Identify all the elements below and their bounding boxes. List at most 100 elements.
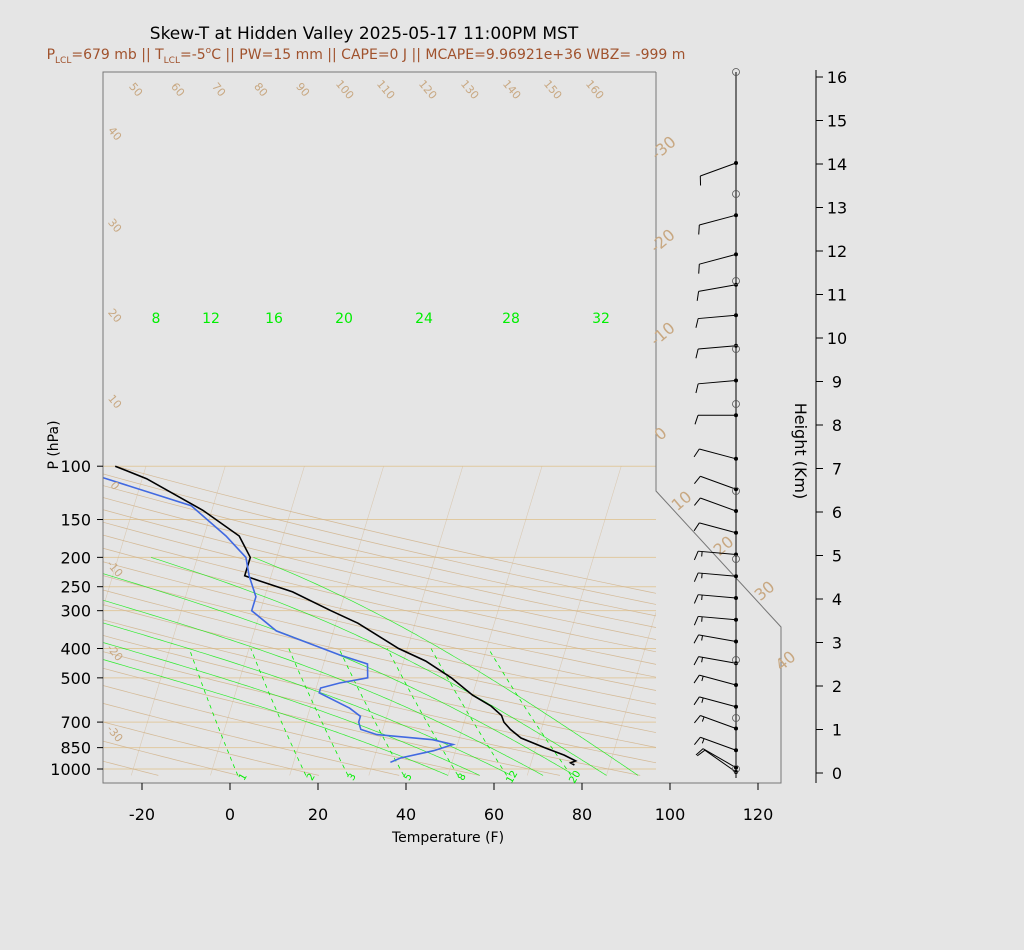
height-tick-label: 6 bbox=[832, 503, 842, 522]
wind-barb bbox=[698, 615, 737, 621]
height-tick-label: 11 bbox=[827, 286, 847, 305]
wind-barb-feather bbox=[701, 635, 704, 641]
wind-barb bbox=[698, 380, 737, 385]
isotherm-line bbox=[447, 466, 543, 776]
moist-adiabat-label: 28 bbox=[502, 311, 520, 327]
pressure-level-marker bbox=[732, 400, 740, 408]
isotherm-line bbox=[923, 466, 1017, 775]
dry-adiabat-line bbox=[103, 721, 319, 776]
isotherm-line bbox=[0, 466, 67, 775]
dry-adiabat-line bbox=[103, 575, 656, 705]
wind-barb-feather bbox=[698, 264, 700, 274]
dry-adiabat-line bbox=[103, 589, 656, 719]
wind-barb bbox=[698, 594, 737, 599]
dry-adiabat-line bbox=[103, 473, 656, 605]
height-tick-label: 15 bbox=[827, 112, 847, 131]
wind-barb-feather bbox=[696, 749, 706, 757]
wind-barb-feather bbox=[693, 522, 700, 532]
pressure-level-marker bbox=[732, 765, 740, 773]
wind-barb bbox=[699, 448, 737, 460]
dry-adiabat-line bbox=[103, 702, 400, 776]
height-tick-label: 7 bbox=[832, 460, 842, 479]
moist-adiabat-line bbox=[103, 622, 512, 776]
height-tick-label: 13 bbox=[827, 199, 847, 218]
mixing-ratio-line bbox=[430, 648, 508, 776]
wind-barb bbox=[702, 748, 737, 769]
y-tick-label: 700 bbox=[60, 713, 91, 732]
moist-adiabat-label: 8 bbox=[152, 311, 161, 327]
dry-adiabat-line bbox=[103, 740, 239, 776]
wind-barb-feather bbox=[693, 448, 700, 458]
isotherm-line bbox=[103, 466, 147, 609]
wind-barb-feather bbox=[695, 318, 699, 328]
wind-barb bbox=[700, 162, 737, 177]
wind-barb-feather bbox=[693, 674, 700, 684]
isotherm-line bbox=[368, 466, 464, 776]
y-tick-label: 400 bbox=[60, 640, 91, 659]
height-tick-label: 0 bbox=[832, 764, 842, 783]
height-tick-label: 10 bbox=[827, 329, 847, 348]
isotherm-line bbox=[526, 466, 622, 776]
diagram-labels: 50 60 70 80 90 100 110 120 130 140 150 160403020100… bbox=[104, 78, 799, 786]
moist-adiabat-line bbox=[103, 642, 480, 776]
height-tick-label: 12 bbox=[827, 242, 847, 261]
chart-subtitle: PLCL=679 mb || TLCL=-5oC || PW=15 mm || … bbox=[47, 46, 686, 66]
height-tick-label: 4 bbox=[832, 590, 842, 609]
dry-adiabat-line bbox=[103, 509, 656, 640]
wind-barb-feather bbox=[698, 225, 700, 235]
isotherm-line bbox=[130, 466, 226, 776]
x-tick-label: 80 bbox=[572, 805, 592, 824]
wind-barb bbox=[700, 475, 737, 490]
dry-adiabat-line bbox=[103, 635, 656, 764]
wind-barb bbox=[700, 715, 737, 729]
dry-adiabat-line bbox=[103, 497, 656, 628]
pressure-level-marker bbox=[732, 714, 740, 722]
y-tick-label: 200 bbox=[60, 548, 91, 567]
height-tick-label: 16 bbox=[827, 68, 847, 87]
wind-barb-feather bbox=[693, 616, 699, 626]
mixing-ratio-label: 3 bbox=[346, 772, 359, 783]
wind-barb bbox=[700, 736, 737, 751]
wind-barb-feather bbox=[701, 657, 704, 663]
dry-adiabat-line bbox=[103, 667, 560, 776]
mixing-ratio-line bbox=[488, 648, 572, 776]
moist-adiabat-label: 32 bbox=[592, 311, 610, 327]
dewpoint-trace bbox=[103, 476, 457, 764]
height-tick-label: 2 bbox=[832, 677, 842, 696]
y-tick-label: 1000 bbox=[50, 760, 91, 779]
wind-barb bbox=[699, 522, 737, 534]
y-axis-label: P (hPa) bbox=[46, 420, 62, 469]
height-tick-label: 5 bbox=[832, 547, 842, 566]
moist-adiabat-line bbox=[103, 659, 449, 776]
isotherm-line bbox=[686, 466, 780, 775]
pressure-level-marker bbox=[732, 68, 740, 76]
mixing-ratio-label: 2 bbox=[305, 772, 318, 783]
temperature-trace bbox=[114, 465, 578, 766]
x-tick-label: 0 bbox=[225, 805, 235, 824]
height-tick-label: 14 bbox=[827, 155, 847, 174]
isotherm-label: 20 bbox=[710, 532, 738, 560]
dry-adiabat-line bbox=[103, 547, 656, 678]
y-tick-label: 300 bbox=[60, 602, 91, 621]
dry-adiabat-line bbox=[103, 604, 656, 733]
pressure-level-marker bbox=[732, 277, 740, 285]
thermo-diagram bbox=[0, 465, 1017, 776]
height-tick-label: 3 bbox=[832, 634, 842, 653]
x-tick-label: 120 bbox=[743, 805, 774, 824]
dry-adiabat-line bbox=[103, 619, 656, 748]
wind-barb-feather bbox=[694, 715, 701, 724]
dry-adiabat-line bbox=[103, 561, 656, 691]
plot-frame bbox=[102, 71, 782, 784]
wind-barb bbox=[699, 253, 737, 265]
pressure-level-marker bbox=[732, 555, 740, 563]
x-axis: -20 0 20 40 60 80 100 120 bbox=[129, 783, 773, 824]
moist-adiabat-label: 16 bbox=[265, 311, 283, 327]
dry-adiabat-line bbox=[103, 521, 656, 653]
wind-barb bbox=[699, 214, 737, 226]
wind-barb-feather bbox=[694, 736, 701, 745]
wind-barb bbox=[698, 314, 737, 320]
x-tick-label: -20 bbox=[129, 805, 155, 824]
isotherm-label: 30 bbox=[751, 577, 779, 605]
wind-barb-feather bbox=[701, 738, 705, 744]
pressure-level-marker bbox=[732, 345, 740, 353]
